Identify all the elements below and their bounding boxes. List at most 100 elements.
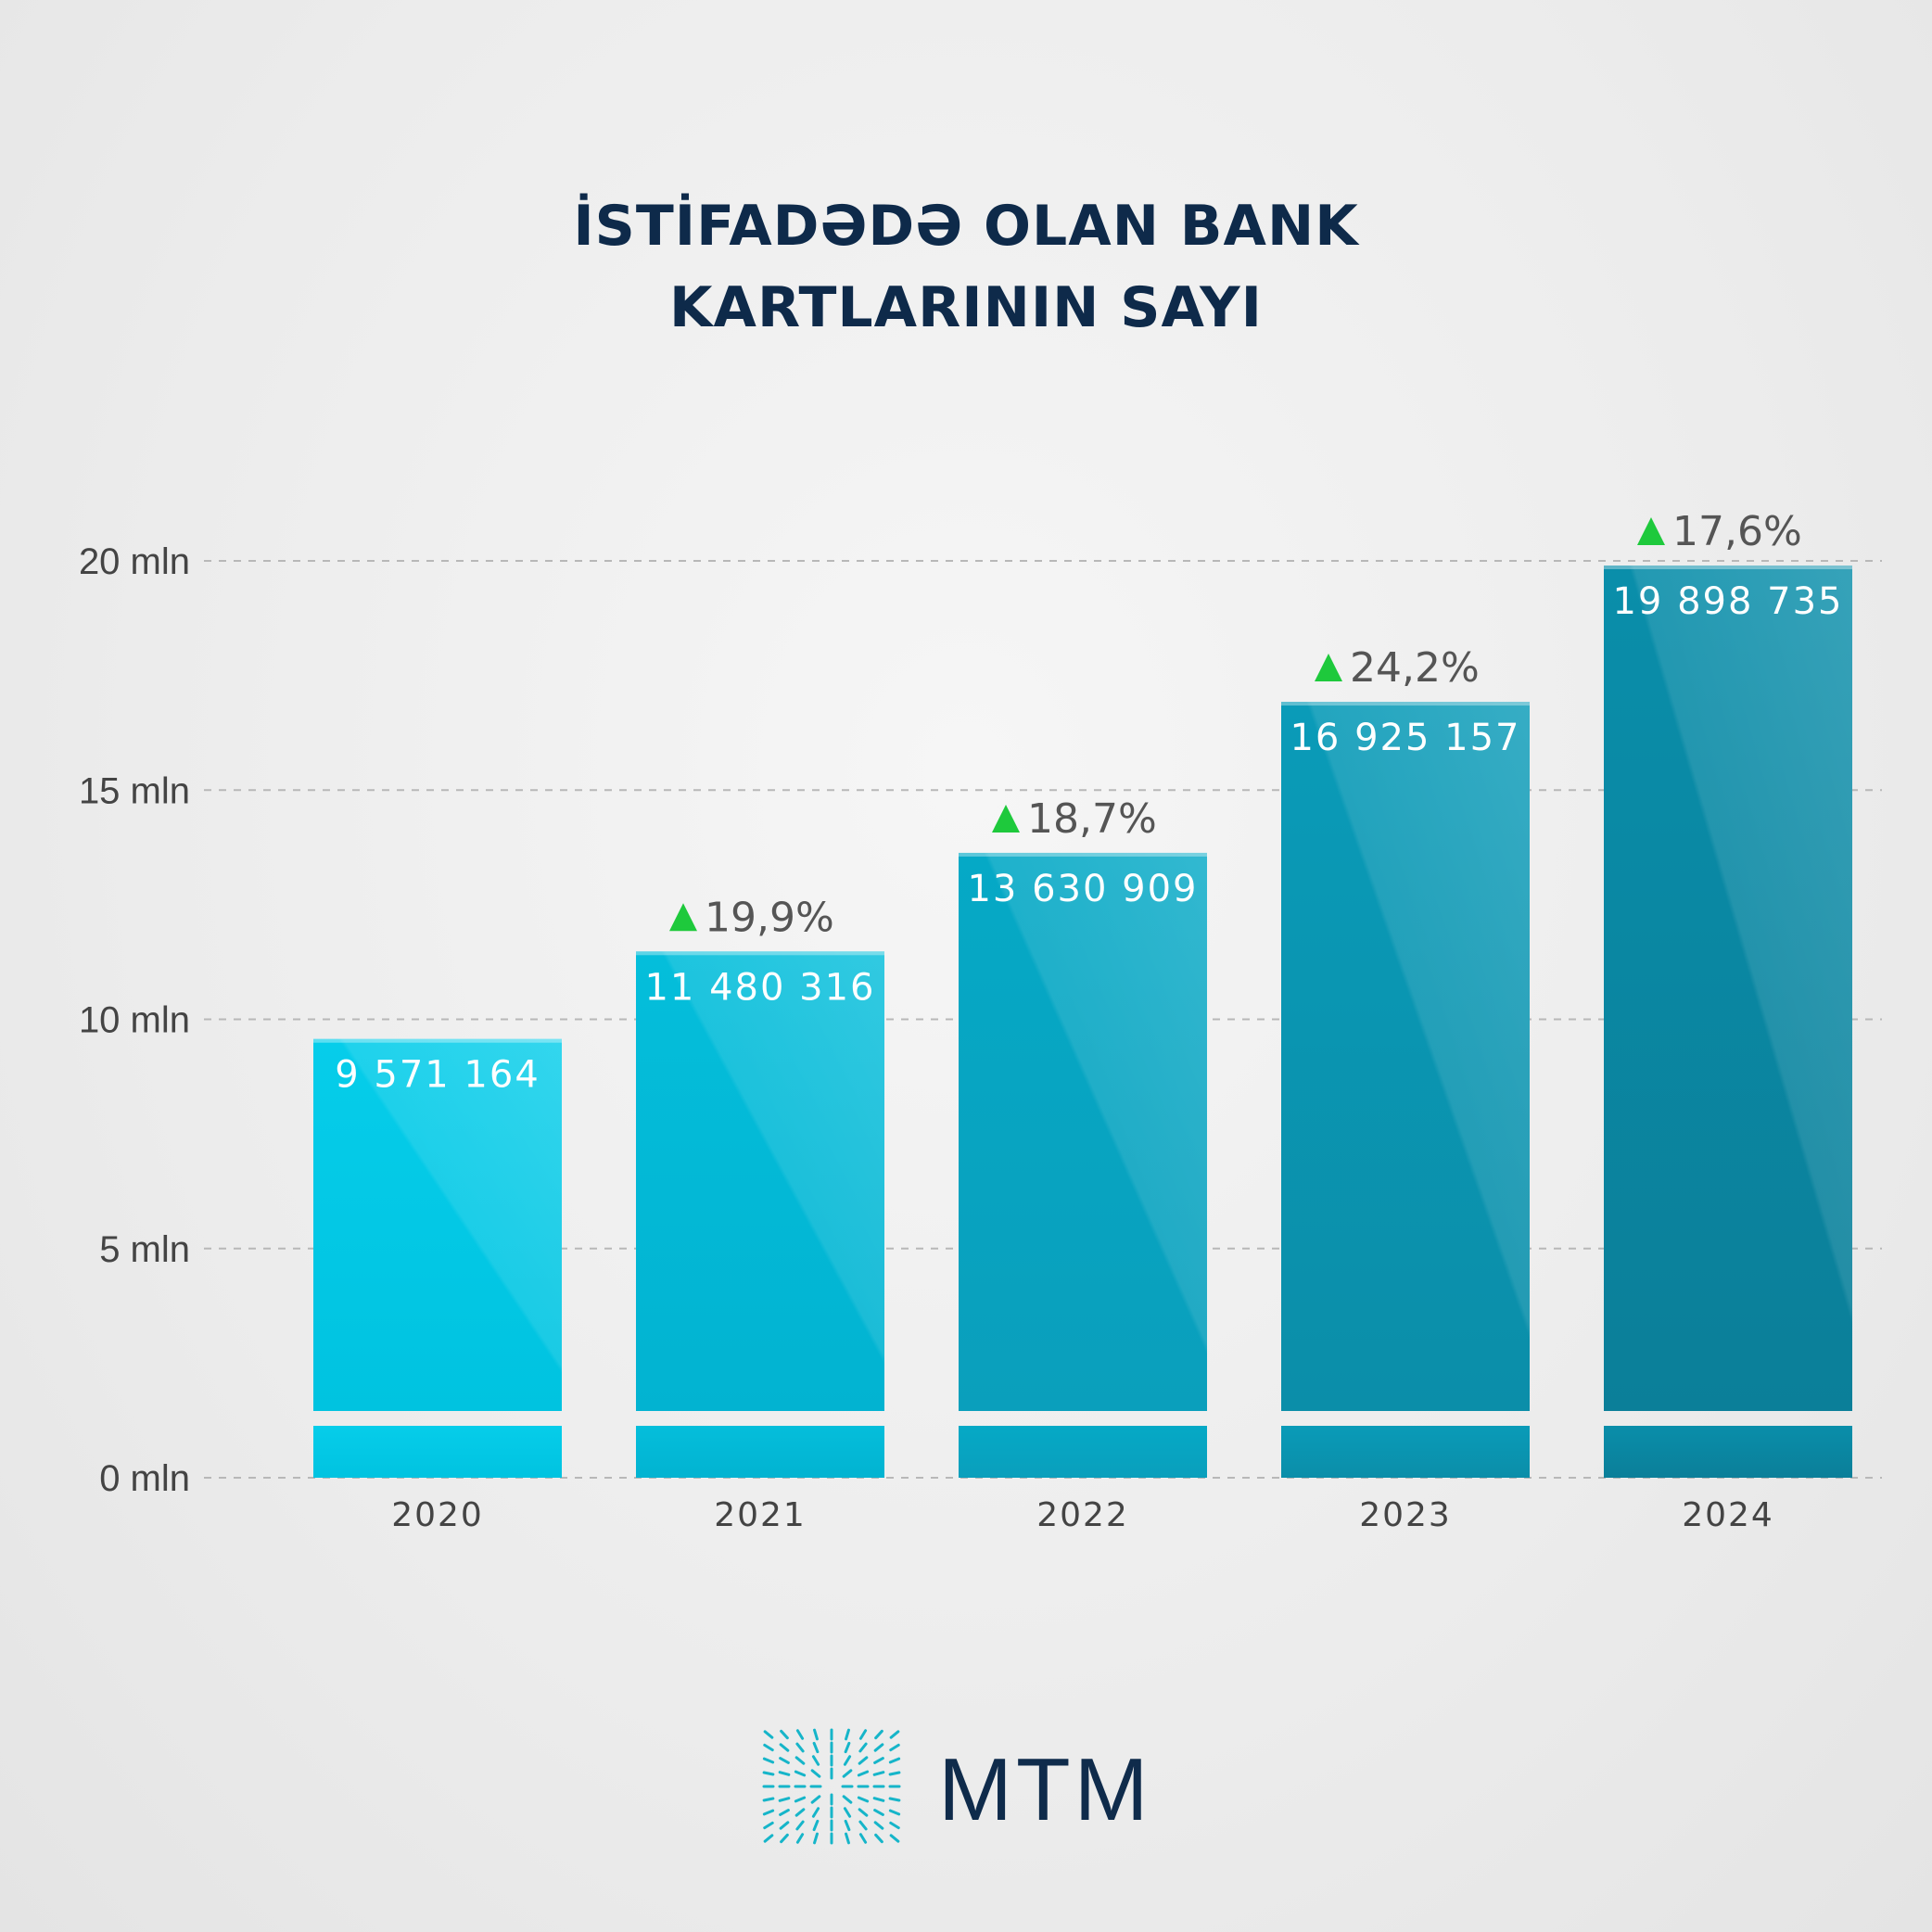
bar-value-label: 19 898 735 [1612,580,1843,623]
logo-dash [795,1742,805,1753]
logo-dash [845,1832,850,1845]
bar-top-edge [636,951,884,956]
logo-dash [843,1807,852,1818]
growth-label: 18,7% [1027,795,1157,843]
x-tick-label: 2020 [391,1496,484,1534]
logo-dash [811,1807,820,1818]
logo-dash [874,1833,883,1844]
logo-dash [812,1741,820,1754]
growth-label: 17,6% [1672,508,1802,555]
logo-dash [842,1769,853,1778]
logo-dash [810,1769,821,1778]
y-tick-label: 10 mln [79,1000,190,1041]
bar-top-edge [313,1038,562,1043]
logo-dash [872,1771,885,1776]
logo-dash [858,1742,868,1753]
logo-dash [843,1755,852,1766]
growth-indicator: 19,9% [669,894,834,941]
bar-sheen [636,951,884,1411]
x-axis-ticks: 2020 2021 2022 2023 2024 [391,1496,1774,1534]
logo-dash [810,1795,821,1804]
x-tick-label: 2022 [1036,1496,1129,1534]
bar-2023: 16 925 157 24,2% [1281,644,1530,1478]
mtm-logo-icon [762,1728,901,1845]
logo-dash [762,1797,775,1802]
logo-dash [888,1771,901,1776]
bar-base-segment [313,1426,562,1478]
growth-label: 24,2% [1350,644,1480,692]
logo-dash [795,1833,805,1844]
logo-dash [762,1771,775,1776]
up-arrow-icon [992,804,1020,833]
bar-sheen [1281,702,1530,1411]
logo-dash [763,1834,774,1843]
logo-dash [844,1741,851,1754]
x-tick-label: 2024 [1682,1496,1774,1534]
logo-dash [779,1743,790,1752]
logo-dash [813,1728,819,1741]
up-arrow-icon [1315,654,1342,682]
logo-dash [873,1743,884,1752]
chart-title-line-1: İSTİFADƏDƏ OLAN BANK [573,194,1359,259]
up-arrow-icon [669,903,697,932]
bar-2020: 9 571 164 [313,1038,562,1478]
logo-dash [778,1771,791,1776]
logo-dash [844,1819,851,1832]
growth-label: 19,9% [705,894,834,941]
logo-dash [795,1820,805,1831]
bar-base-segment [1604,1426,1852,1478]
growth-indicator: 18,7% [992,795,1157,843]
y-tick-label: 0 mln [99,1458,190,1499]
logo-dash [813,1832,819,1845]
chart-title-line-2: KARTLARININ SAYI [669,275,1263,340]
bar-top-edge [1604,566,1852,570]
bar-base-segment [959,1426,1207,1478]
grid-lines [204,560,1882,1479]
up-arrow-icon [1637,517,1665,546]
logo-dash [889,1730,900,1739]
y-tick-label: 20 mln [79,541,190,582]
mtm-logo-text: MTM [938,1740,1152,1839]
logo-dash [812,1819,820,1832]
bar-value-label: 11 480 316 [644,966,875,1009]
logo-dash [888,1809,901,1816]
x-tick-label: 2023 [1359,1496,1452,1534]
logo-dash [888,1757,901,1764]
logo-dash [762,1757,775,1764]
logo-dash [763,1743,774,1752]
y-tick-label: 15 mln [79,770,190,811]
logo-dash [794,1796,807,1803]
bar-base-segment [636,1426,884,1478]
logo-dash [857,1796,870,1803]
bar-2022: 13 630 909 18,7% [959,795,1207,1478]
logo-dash [874,1729,883,1740]
growth-indicator: 24,2% [1315,644,1480,692]
logo-dash [858,1833,868,1844]
logo-dash [858,1729,868,1740]
logo-dash [811,1755,820,1766]
bar-top-edge [1281,702,1530,706]
bar-2021: 11 480 316 19,9% [636,894,884,1478]
logo-dash [888,1797,901,1802]
logo-dash [763,1821,774,1830]
y-axis-ticks: 0 mln 5 mln 10 mln 15 mln 20 mln [79,541,190,1499]
logo-dash [858,1820,868,1831]
logo-dash [779,1821,790,1830]
logo-dash [858,1808,869,1817]
logo-dash [779,1809,790,1816]
logo-dash [845,1728,850,1741]
y-tick-label: 5 mln [99,1229,190,1270]
logo-dash [872,1797,885,1802]
logo-dash [779,1757,790,1764]
logo-dash [873,1821,884,1830]
logo-dash [763,1730,774,1739]
chart-title: İSTİFADƏDƏ OLAN BANK KARTLARININ SAYI [0,185,1932,349]
bar-sheen [1604,566,1852,1411]
logo-dash [794,1770,807,1777]
bar-base-segment [1281,1426,1530,1478]
bar-top-edge [959,852,1207,857]
logo-dash [795,1729,805,1740]
logo-dash [873,1809,884,1816]
